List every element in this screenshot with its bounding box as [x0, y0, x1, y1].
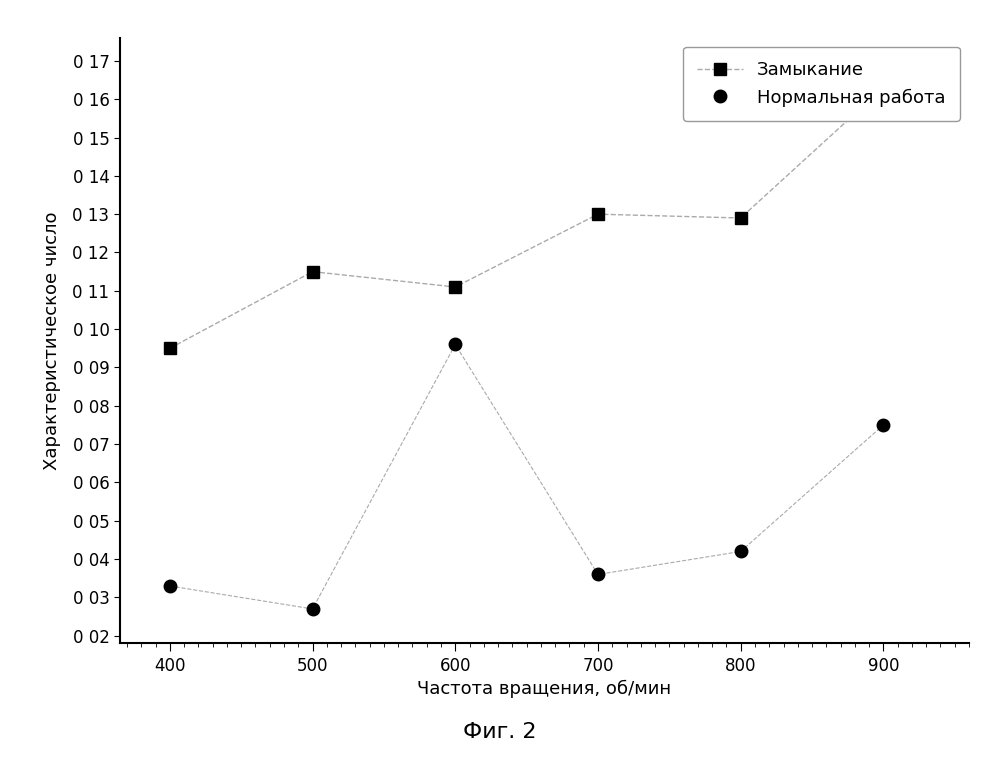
Замыкание [592, 210, 604, 219]
Нормальная работа [307, 604, 319, 613]
X-axis label: Частота вращения, об/мин: Частота вращения, об/мин [418, 681, 671, 699]
Нормальная работа [592, 570, 604, 579]
Замыкание [877, 83, 889, 92]
Замыкание [734, 213, 746, 223]
Y-axis label: Характеристическое число: Характеристическое число [43, 211, 61, 470]
Legend: Замыкание, Нормальная работа: Замыкание, Нормальная работа [683, 47, 960, 121]
Line: Нормальная работа: Нормальная работа [164, 338, 890, 615]
Нормальная работа [734, 547, 746, 556]
Нормальная работа [164, 581, 176, 590]
Line: Замыкание: Замыкание [164, 82, 889, 354]
Замыкание [307, 267, 319, 276]
Замыкание [164, 344, 176, 353]
Нормальная работа [450, 340, 462, 349]
Замыкание [450, 282, 462, 291]
Text: Фиг. 2: Фиг. 2 [463, 722, 536, 742]
Нормальная работа [877, 420, 889, 429]
